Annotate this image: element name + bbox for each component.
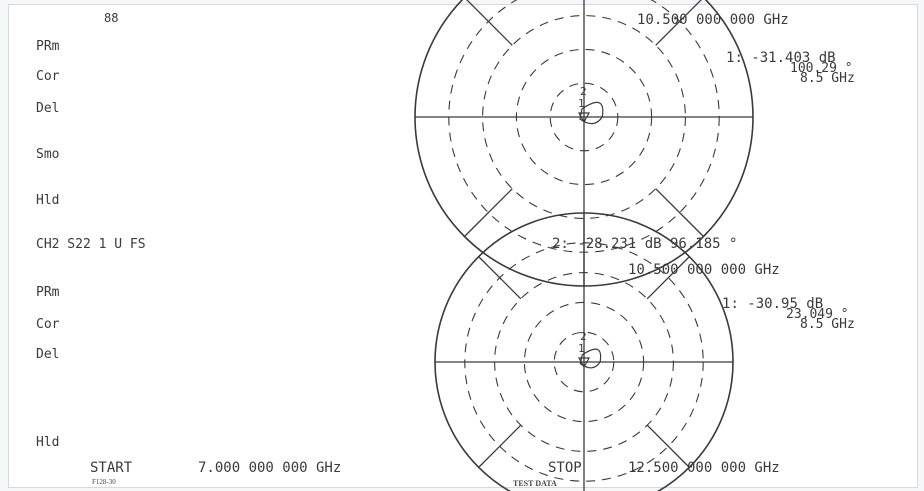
bottom-trace-marker-1: 1 — [578, 342, 585, 355]
top-channel-label: 88 — [104, 11, 118, 25]
footer-figure-code: F128-30 — [92, 478, 116, 486]
top-marker-1-mag-value: -31.403 dB — [751, 50, 835, 66]
top-marker-1-angle: 100.29 ° — [790, 61, 853, 76]
bottom-side-label-prm: PRm — [36, 285, 60, 300]
footer-test-data-label: TEST DATA — [513, 479, 557, 488]
bottom-marker-triangle — [577, 357, 591, 369]
bottom-marker-1-id: 1 — [722, 296, 730, 312]
top-marker-1-frequency: 8.5 GHz — [800, 71, 855, 86]
bottom-spoke-45 — [646, 256, 690, 300]
top-frequency-readout: 10.500 000 000 GHz — [637, 12, 789, 28]
top-spoke-45 — [655, 0, 702, 46]
top-spoke-225 — [464, 188, 513, 237]
top-side-label-cor: Cor — [36, 69, 60, 84]
bottom-side-label-del: Del — [36, 347, 59, 362]
top-side-label-del: Del — [36, 101, 59, 116]
bottom-trace-marker-2: 2 — [580, 330, 587, 343]
top-spoke-135 — [466, 0, 513, 46]
top-spoke-315 — [655, 188, 704, 237]
bottom-side-label-cor: Cor — [36, 317, 60, 332]
sweep-stop-label: STOP — [548, 460, 582, 476]
top-side-label-prm: PRm — [36, 39, 60, 54]
top-side-label-smo: Smo — [36, 147, 59, 162]
top-marker-triangle — [577, 112, 591, 124]
bottom-marker-1-angle: 23.049 ° — [786, 307, 849, 322]
top-marker-1-magnitude: 1: -31.403 dB — [726, 50, 836, 66]
sweep-stop-value: 12.500 000 000 GHz — [628, 460, 780, 476]
top-trace-marker-2: 2 — [580, 85, 587, 98]
top-marker-1-id: 1 — [726, 50, 734, 66]
bottom-spoke-315 — [646, 424, 690, 468]
bottom-frequency-readout: 10.500 000 000 GHz — [628, 262, 780, 278]
bottom-channel-label: CH2 S22 1 U FS — [36, 237, 146, 252]
bottom-marker-1-frequency: 8.5 GHz — [800, 317, 855, 332]
bottom-header-readout: 2: -28.231 dB 96.185 ° — [552, 236, 737, 252]
bottom-spoke-225 — [478, 424, 522, 468]
bottom-marker-1-magnitude: 1: -30.95 dB — [722, 296, 823, 312]
top-side-label-hld: Hld — [36, 193, 59, 208]
sweep-start-value: 7.000 000 000 GHz — [198, 460, 341, 476]
bottom-marker-1-mag-value: -30.95 dB — [747, 296, 823, 312]
analyzer-display-panel — [8, 4, 918, 488]
bottom-side-label-hld: Hld — [36, 435, 59, 450]
top-trace-marker-1: 1 — [578, 97, 585, 110]
sweep-start-label: START — [90, 460, 133, 476]
top-trace-loop — [579, 101, 604, 125]
bottom-spoke-135 — [478, 256, 522, 300]
bottom-polar-chart: 12 — [434, 212, 734, 491]
